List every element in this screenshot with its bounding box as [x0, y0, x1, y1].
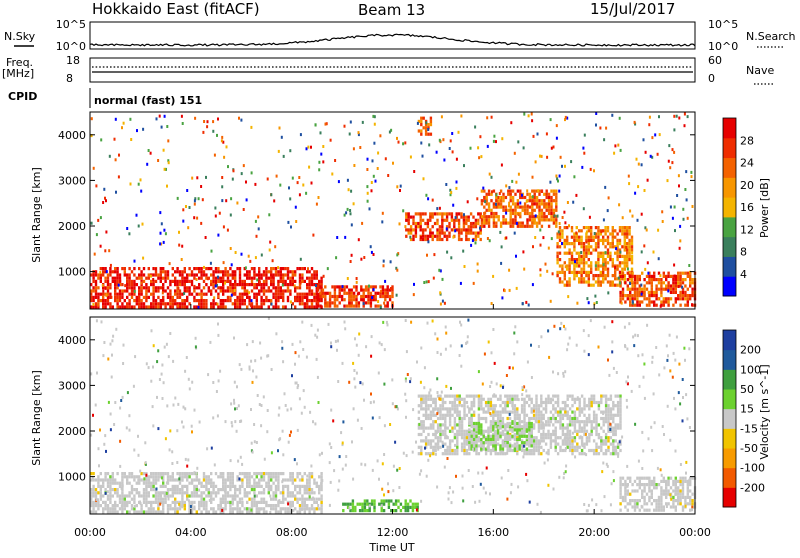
colorbar-segment	[723, 237, 736, 257]
power-y-tick-label: 3000	[58, 174, 86, 187]
power-echo-region	[90, 267, 323, 309]
velocity-y-tick-label: 4000	[58, 334, 86, 347]
power-echo-region	[405, 212, 482, 241]
date-title: 15/Jul/2017	[590, 0, 675, 18]
colorbar-tick-label: -200	[740, 481, 765, 494]
power-echo-region	[418, 117, 432, 136]
time-tick-label: 16:00	[477, 526, 509, 539]
time-tick-label: 00:00	[74, 526, 106, 539]
power-colorbar-label: Power [dB]	[758, 178, 771, 238]
colorbar-tick-label: 12	[740, 223, 754, 236]
colorbar-segment	[723, 177, 736, 197]
nave-label: Nave	[746, 64, 774, 77]
nsearch-tick-bottom: 10^0	[708, 40, 738, 53]
time-tick-label: 04:00	[175, 526, 207, 539]
nsky-tick-bottom: 10^0	[56, 40, 86, 53]
colorbar-segment	[723, 428, 736, 448]
nsearch-label: N.Search	[746, 30, 796, 43]
colorbar-tick-label: 200	[740, 344, 761, 357]
time-tick-label: 00:00	[679, 526, 711, 539]
colorbar-segment	[723, 448, 736, 468]
colorbar-segment	[723, 330, 736, 350]
nsky-trace	[90, 34, 695, 46]
station-title: Hokkaido East (fitACF)	[92, 0, 260, 18]
power-y-tick-label: 1000	[58, 266, 86, 279]
power-y-tick-label: 2000	[58, 220, 86, 233]
power-echo-field	[90, 112, 696, 309]
colorbar-tick-label: -15	[740, 422, 758, 435]
colorbar-segment	[723, 217, 736, 237]
colorbar-segment	[723, 487, 736, 507]
time-axis-label: Time UT	[368, 541, 414, 554]
colorbar-tick-label: -100	[740, 462, 765, 475]
velocity-y-tick-label: 1000	[58, 471, 86, 484]
colorbar-tick-label: 20	[740, 179, 754, 192]
power-y-axis-label: Slant Range [km]	[30, 167, 43, 263]
colorbar-segment	[723, 158, 736, 178]
colorbar-segment	[723, 468, 736, 488]
colorbar-segment	[723, 369, 736, 389]
colorbar-tick-label: 28	[740, 134, 754, 147]
colorbar-tick-label: 15	[740, 403, 754, 416]
nave-tick-bottom: 0	[708, 72, 715, 85]
colorbar-segment	[723, 138, 736, 158]
colorbar-tick-label: 50	[740, 383, 754, 396]
power-echo-region	[317, 285, 394, 307]
freq-tick-bottom: 8	[66, 72, 73, 85]
power-y-tick-label: 4000	[58, 129, 86, 142]
colorbar-tick-label: -50	[740, 442, 758, 455]
colorbar-segment	[723, 389, 736, 409]
cpid-value: normal (fast) 151	[94, 94, 202, 107]
power-echo-region	[619, 272, 696, 307]
velocity-echo-field	[90, 317, 696, 514]
velocity-echo-region	[342, 499, 419, 512]
velocity-colorbar-label: Velocity [m s^-1]	[758, 364, 771, 459]
colorbar-tick-label: 24	[740, 157, 754, 170]
cpid-label: CPID	[8, 90, 37, 103]
nsky-tick-top: 10^5	[56, 18, 86, 31]
freq-tick-top: 18	[66, 54, 80, 67]
colorbar-segment	[723, 118, 736, 138]
freq-unit-label: [MHz]	[2, 67, 34, 80]
velocity-y-tick-label: 3000	[58, 379, 86, 392]
freq-panel-frame	[90, 58, 695, 82]
nsky-label: N.Sky	[4, 30, 36, 43]
velocity-y-axis-label: Slant Range [km]	[30, 370, 43, 466]
colorbar-segment	[723, 276, 736, 296]
colorbar-segment	[723, 350, 736, 370]
colorbar-segment	[723, 256, 736, 276]
colorbar-tick-label: 16	[740, 201, 754, 214]
colorbar-tick-label: 8	[740, 246, 747, 259]
beam-title: Beam 13	[358, 1, 425, 19]
nsearch-tick-top: 10^5	[708, 18, 738, 31]
time-tick-label: 20:00	[578, 526, 610, 539]
velocity-y-tick-label: 2000	[58, 425, 86, 438]
velocity-echo-region	[90, 472, 323, 514]
time-tick-label: 08:00	[276, 526, 308, 539]
time-tick-label: 12:00	[377, 526, 409, 539]
colorbar-tick-label: 4	[740, 268, 747, 281]
colorbar-segment	[723, 409, 736, 429]
power-echo-region	[481, 190, 558, 228]
colorbar-segment	[723, 197, 736, 217]
nave-tick-top: 60	[708, 54, 722, 67]
power-colorbar: 4 8 12 16 20 24 28	[723, 118, 754, 297]
